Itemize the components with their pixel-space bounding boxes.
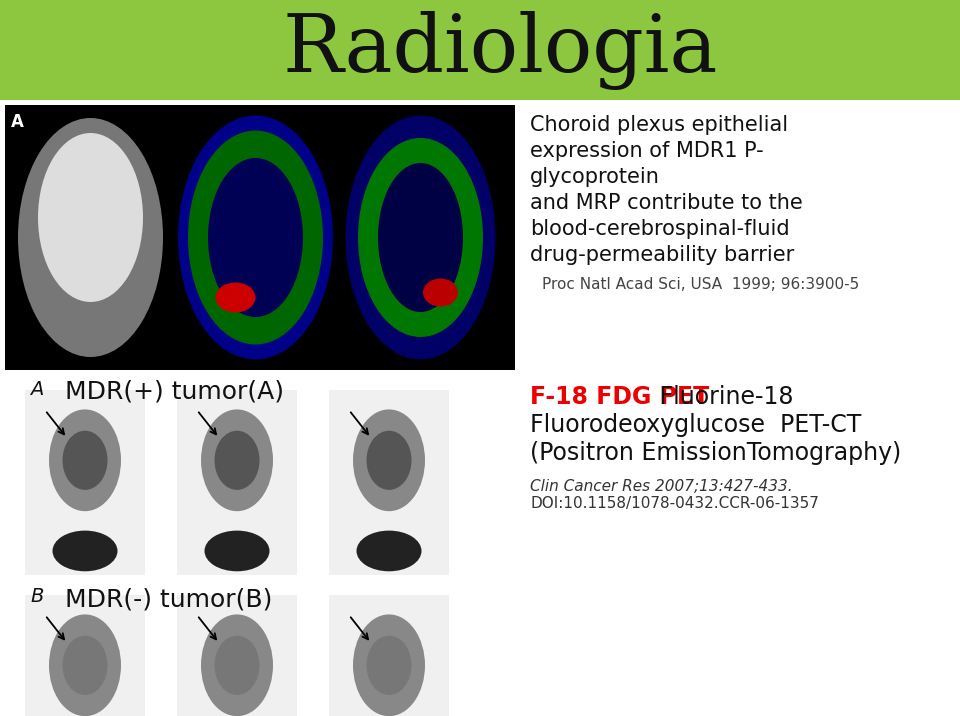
Ellipse shape [18, 118, 163, 357]
Text: and MRP contribute to the: and MRP contribute to the [530, 193, 803, 213]
Text: B: B [30, 587, 43, 606]
Ellipse shape [62, 636, 108, 695]
Ellipse shape [62, 431, 108, 490]
Ellipse shape [353, 410, 425, 511]
Text: Proc Natl Acad Sci, USA  1999; 96:3900-5: Proc Natl Acad Sci, USA 1999; 96:3900-5 [542, 277, 859, 292]
Ellipse shape [353, 614, 425, 716]
Text: Radiologia: Radiologia [282, 11, 718, 90]
Text: A: A [11, 113, 24, 131]
Ellipse shape [208, 158, 303, 317]
Bar [25, 390, 145, 575]
Text: Choroid plexus epithelial: Choroid plexus epithelial [530, 115, 788, 135]
Ellipse shape [178, 115, 333, 359]
Ellipse shape [201, 614, 273, 716]
Text: Fluorodeoxyglucose  PET-CT: Fluorodeoxyglucose PET-CT [530, 413, 861, 437]
Text: DOI:10.1158/1078-0432.CCR-06-1357: DOI:10.1158/1078-0432.CCR-06-1357 [530, 496, 819, 511]
Bar [329, 390, 449, 575]
Text: MDR(+) tumor(A): MDR(+) tumor(A) [65, 380, 284, 404]
Ellipse shape [214, 636, 259, 695]
Text: (Positron EmissionTomography): (Positron EmissionTomography) [530, 441, 901, 465]
Ellipse shape [38, 133, 143, 302]
Ellipse shape [378, 163, 463, 312]
Text: expression of MDR1 P-: expression of MDR1 P- [530, 141, 763, 161]
Ellipse shape [204, 531, 270, 571]
Text: Fluorine-18: Fluorine-18 [653, 385, 794, 409]
Text: MDR(-) tumor(B): MDR(-) tumor(B) [65, 587, 273, 611]
Text: F-18 FDG PET: F-18 FDG PET [530, 385, 709, 409]
Ellipse shape [214, 431, 259, 490]
Ellipse shape [49, 410, 121, 511]
Text: drug-permeability barrier: drug-permeability barrier [530, 245, 794, 265]
Bar [25, 595, 145, 716]
Text: Clin Cancer Res 2007;13:427-433.: Clin Cancer Res 2007;13:427-433. [530, 479, 793, 494]
Ellipse shape [53, 531, 117, 571]
Text: A: A [30, 380, 43, 399]
Bar [177, 595, 297, 716]
Ellipse shape [346, 115, 495, 359]
Ellipse shape [188, 130, 323, 344]
Ellipse shape [215, 283, 255, 312]
Ellipse shape [423, 279, 458, 306]
Ellipse shape [358, 138, 483, 337]
Text: blood-cerebrospinal-fluid: blood-cerebrospinal-fluid [530, 219, 790, 239]
Ellipse shape [356, 531, 421, 571]
Bar [5, 105, 515, 370]
Text: glycoprotein: glycoprotein [530, 167, 660, 187]
Ellipse shape [201, 410, 273, 511]
Bar [0, 0, 960, 100]
Ellipse shape [49, 614, 121, 716]
Bar [329, 595, 449, 716]
Bar [177, 390, 297, 575]
Ellipse shape [367, 636, 412, 695]
Ellipse shape [367, 431, 412, 490]
